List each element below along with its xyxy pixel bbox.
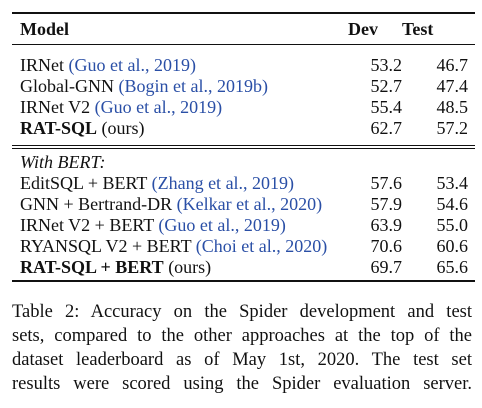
model-suffix: (ours) — [163, 257, 212, 277]
table-row: IRNet (Guo et al., 2019) 53.2 46.7 — [20, 55, 468, 76]
table-top-rule — [12, 12, 475, 14]
dev-score: 70.6 — [370, 236, 403, 256]
citation-link[interactable]: (Zhang et al., 2019) — [151, 173, 295, 193]
table-row: RYANSQL V2 + BERT (Choi et al., 2020) 70.… — [20, 236, 468, 257]
test-score: 60.6 — [436, 236, 469, 256]
dev-score: 63.9 — [370, 215, 403, 235]
table-bottom-rule — [12, 280, 475, 282]
model-cell: IRNet V2 (Guo et al., 2019) — [20, 97, 348, 118]
test-score: 53.4 — [436, 173, 469, 193]
results-table: Model Dev Test IRNet (Guo et al., 2019) 5… — [20, 14, 468, 278]
table-row: RAT-SQL (ours) 62.7 57.2 — [20, 118, 468, 139]
test-score: 65.6 — [436, 257, 469, 277]
table-row: IRNet V2 (Guo et al., 2019) 55.4 48.5 — [20, 97, 468, 118]
model-suffix: (ours) — [97, 118, 145, 138]
model-cell: GNN + Bertrand-DR (Kelkar et al., 2020) — [20, 194, 348, 215]
table-caption: Table 2: Accuracy on the Spider developm… — [12, 300, 472, 396]
citation-link[interactable]: (Bogin et al., 2019b) — [118, 76, 268, 96]
caption-line-4: results were scored using the Spider eva… — [12, 374, 472, 394]
dev-score: 62.7 — [370, 118, 403, 138]
dev-score: 57.6 — [370, 173, 403, 193]
group-separator: With BERT: — [20, 139, 468, 173]
group2-rows: EditSQL + BERT (Zhang et al., 2019) 57.6 5… — [20, 173, 468, 278]
table-row: GNN + Bertrand-DR (Kelkar et al., 2020) 5… — [20, 194, 468, 215]
model-name: RAT-SQL + BERT — [20, 257, 164, 277]
group-separator-rule — [12, 145, 475, 146]
table-header-row: Model Dev Test — [20, 14, 468, 44]
table-row: EditSQL + BERT (Zhang et al., 2019) 57.6 5… — [20, 173, 468, 194]
test-score: 55.0 — [436, 215, 469, 235]
header-rule — [12, 44, 475, 45]
table-row: IRNet V2 + BERT (Guo et al., 2019) 63.9 55… — [20, 215, 468, 236]
model-name: IRNet V2 — [20, 97, 95, 117]
model-cell: Global-GNN (Bogin et al., 2019b) — [20, 76, 348, 97]
dev-score: 52.7 — [370, 76, 403, 96]
header-model: Model — [20, 18, 69, 39]
caption-line-3: dataset leaderboard as of May 1st, 2020.… — [12, 350, 472, 370]
model-cell: RAT-SQL + BERT (ours) — [20, 257, 348, 278]
model-name: Global-GNN — [20, 76, 119, 96]
caption-line-1: Table 2: Accuracy on the Spider developm… — [12, 302, 472, 322]
model-name: RYANSQL V2 + BERT — [20, 236, 196, 256]
model-cell: EditSQL + BERT (Zhang et al., 2019) — [20, 173, 348, 194]
model-name: IRNet V2 + BERT — [20, 215, 159, 235]
group-separator-rule-2 — [12, 148, 475, 149]
group1-rows: IRNet (Guo et al., 2019) 53.2 46.7 Global-G… — [20, 55, 468, 139]
dev-score: 55.4 — [370, 97, 403, 117]
caption-line-2: sets, compared to the other approaches a… — [12, 326, 472, 346]
header-dev: Dev — [348, 18, 378, 39]
test-score: 48.5 — [436, 97, 469, 117]
header-test: Test — [402, 18, 434, 39]
test-score: 57.2 — [436, 118, 469, 138]
table-row: Global-GNN (Bogin et al., 2019b) 52.7 47.4 — [20, 76, 468, 97]
test-score: 46.7 — [436, 55, 469, 75]
group2-label-row: With BERT: — [20, 152, 468, 173]
group2-label: With BERT: — [20, 152, 106, 172]
model-cell: RAT-SQL (ours) — [20, 118, 348, 139]
test-score: 54.6 — [436, 194, 469, 214]
model-cell: IRNet V2 + BERT (Guo et al., 2019) — [20, 215, 348, 236]
citation-link[interactable]: (Kelkar et al., 2020) — [176, 194, 323, 214]
citation-link[interactable]: (Guo et al., 2019) — [158, 215, 286, 235]
citation-link[interactable]: (Choi et al., 2020) — [195, 236, 328, 256]
model-name: GNN + Bertrand-DR — [20, 194, 177, 214]
table-row: RAT-SQL + BERT (ours) 69.7 65.6 — [20, 257, 468, 278]
dev-score: 57.9 — [370, 194, 403, 214]
group1-body — [20, 44, 468, 55]
model-name: IRNet — [20, 55, 69, 75]
test-score: 47.4 — [436, 76, 469, 96]
model-name: RAT-SQL — [20, 118, 98, 138]
model-cell: IRNet (Guo et al., 2019) — [20, 55, 348, 76]
citation-link[interactable]: (Guo et al., 2019) — [94, 97, 223, 117]
citation-link[interactable]: (Guo et al., 2019) — [68, 55, 196, 75]
dev-score: 53.2 — [370, 55, 403, 75]
dev-score: 69.7 — [370, 257, 403, 277]
model-cell: RYANSQL V2 + BERT (Choi et al., 2020) — [20, 236, 348, 257]
model-name: EditSQL + BERT — [20, 173, 152, 193]
